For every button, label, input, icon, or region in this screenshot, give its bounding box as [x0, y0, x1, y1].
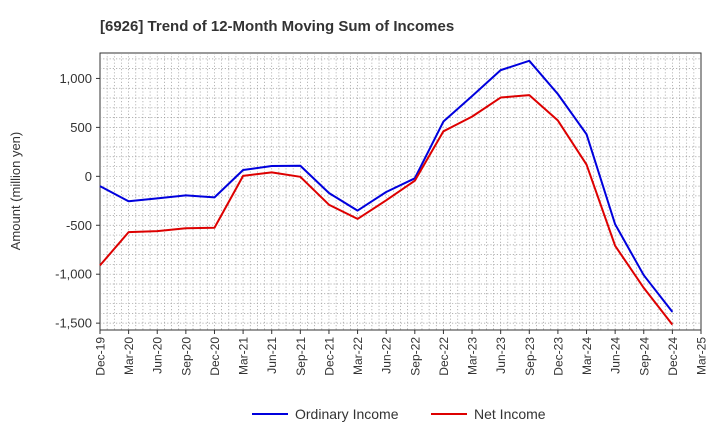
x-tick-label: Sep-23: [523, 337, 537, 376]
y-tick-label: -500: [66, 218, 92, 233]
x-tick-label: Mar-20: [122, 337, 136, 375]
x-tick-label: Mar-25: [695, 337, 709, 375]
y-tick-label: -1,000: [55, 267, 92, 282]
x-tick-label: Sep-24: [637, 337, 651, 376]
y-axis-ticks: -1,500 -1,000 -500 0 500 1,000: [55, 71, 100, 331]
chart-title: [6926] Trend of 12-Month Moving Sum of I…: [100, 18, 454, 35]
legend-label-net-income: Net Income: [474, 406, 546, 422]
y-tick-label: 0: [85, 169, 92, 184]
y-axis-label: Amount (million yen): [8, 132, 23, 251]
x-tick-label: Jun-20: [151, 337, 165, 374]
x-tick-label: Dec-23: [551, 337, 565, 376]
net-income-line: [99, 94, 674, 326]
x-axis-ticks: Dec-19 Mar-20 Jun-20 Sep-20 Dec-20 Mar-21 Jun-…: [94, 330, 709, 376]
x-tick-label: Sep-21: [294, 337, 308, 376]
x-tick-label: Dec-20: [208, 337, 222, 376]
y-tick-label: 1,000: [59, 71, 92, 86]
x-tick-label: Sep-22: [408, 337, 422, 376]
x-tick-label: Dec-22: [437, 337, 451, 376]
x-tick-label: Jun-22: [380, 337, 394, 374]
x-tick-label: Dec-19: [94, 337, 108, 376]
y-tick-label: -1,500: [55, 316, 92, 331]
legend-label-ordinary-income: Ordinary Income: [295, 406, 399, 422]
ordinary-income-line: [99, 59, 674, 313]
x-tick-label: Jun-24: [609, 337, 623, 374]
x-tick-label: Jun-21: [265, 337, 279, 374]
x-tick-label: Mar-24: [580, 337, 594, 375]
x-tick-label: Jun-23: [494, 337, 508, 374]
x-tick-label: Sep-20: [179, 337, 193, 376]
series-group: [99, 59, 674, 326]
y-tick-label: 500: [70, 120, 92, 135]
grid-lines: [100, 53, 701, 330]
legend: Ordinary Income Net Income: [252, 406, 546, 422]
x-tick-label: Mar-22: [351, 337, 365, 375]
x-tick-label: Mar-21: [237, 337, 251, 375]
x-tick-label: Mar-23: [466, 337, 480, 375]
x-tick-label: Dec-21: [322, 337, 336, 376]
x-tick-label: Dec-24: [666, 337, 680, 376]
